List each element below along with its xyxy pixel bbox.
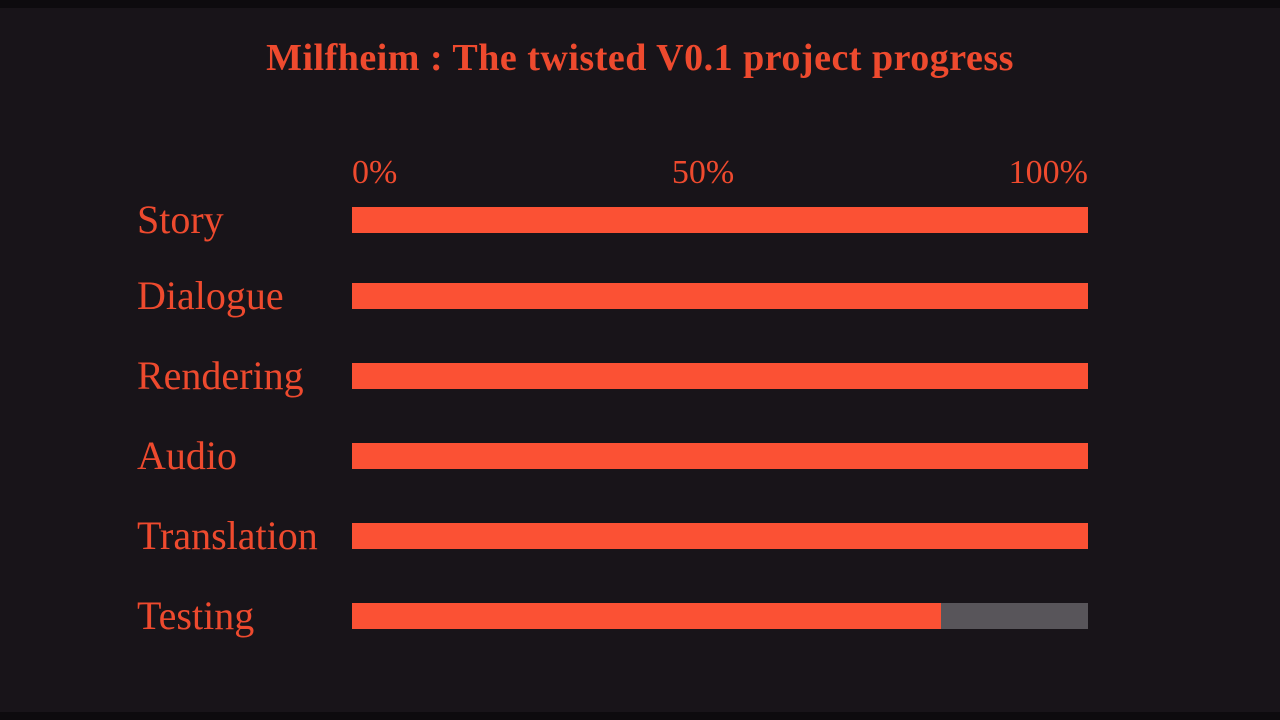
- chart-title: Milfheim : The twisted V0.1 project prog…: [266, 37, 1014, 79]
- progress-row: Dialogue: [0, 276, 1280, 316]
- progress-row: Testing: [0, 596, 1280, 636]
- letterbox-bottom: [0, 712, 1280, 720]
- progress-track: [352, 523, 1088, 549]
- progress-fill: [352, 443, 1088, 469]
- task-label: Translation: [137, 513, 318, 558]
- progress-track: [352, 603, 1088, 629]
- task-label: Audio: [137, 433, 237, 478]
- progress-fill: [352, 283, 1088, 309]
- progress-row: Translation: [0, 516, 1280, 556]
- task-label: Testing: [137, 593, 255, 638]
- progress-fill: [352, 363, 1088, 389]
- tick-label-50: 50%: [671, 154, 735, 191]
- progress-row: Rendering: [0, 356, 1280, 396]
- progress-row: Story: [0, 200, 1280, 240]
- letterbox-top: [0, 0, 1280, 8]
- task-label: Rendering: [137, 353, 304, 398]
- progress-fill: [352, 207, 1088, 233]
- progress-row: Audio: [0, 436, 1280, 476]
- progress-fill: [352, 603, 941, 629]
- progress-track: [352, 283, 1088, 309]
- progress-track: [352, 443, 1088, 469]
- x-axis-tick-labels: 0% 50% 100%: [352, 156, 1088, 190]
- progress-track: [352, 207, 1088, 233]
- progress-fill: [352, 523, 1088, 549]
- progress-track: [352, 363, 1088, 389]
- task-label: Story: [137, 197, 224, 242]
- tick-label-100: 100%: [1008, 154, 1088, 191]
- task-label: Dialogue: [137, 273, 284, 318]
- tick-label-0: 0%: [352, 154, 398, 191]
